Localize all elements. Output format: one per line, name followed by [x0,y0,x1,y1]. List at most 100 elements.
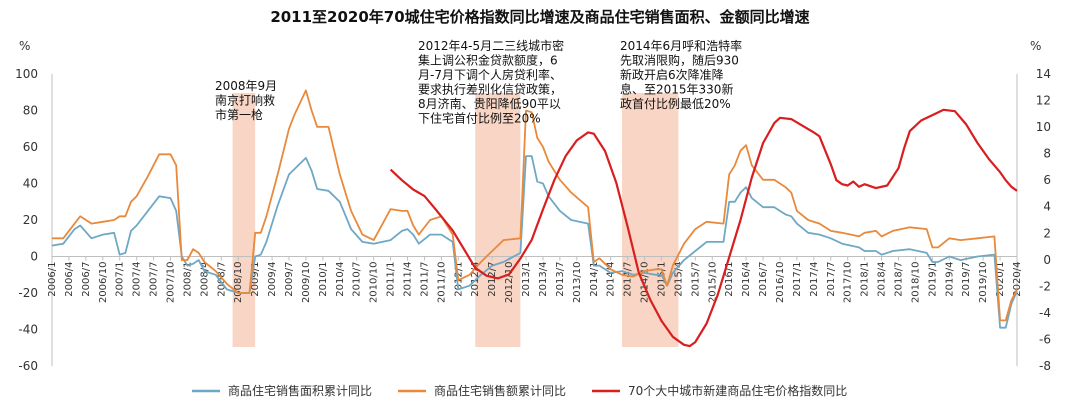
chart-title: 2011至2020年70城住宅价格指数同比增速及商品住宅销售面积、金额同比增速 [270,8,809,26]
annotation-1-line: 南京打响救 [215,93,275,108]
x-tick-label: 2006/7 [81,262,92,297]
x-tick-label: 2006/10 [98,262,109,304]
x-tick-label: 2018/10 [910,262,921,304]
right-tick-label: 4 [1043,200,1051,214]
annotation-3-line: 政首付比例最低20% [620,97,731,111]
left-tick-label: 40 [23,177,38,191]
legend: 商品住宅销售面积累计同比 商品住宅销售额累计同比 70个大中城市新建商品住宅价格指数… [192,383,847,398]
x-tick-label: 2013/7 [555,262,566,297]
x-tick-label: 2016/4 [741,262,752,297]
x-tick-label: 2018/7 [893,262,904,297]
annotation-2-line: 集上调公积金贷款额度，6 [418,53,558,68]
x-tick-label: 2007/10 [166,262,177,304]
x-tick-label: 2013/4 [538,262,549,297]
x-tick-label: 2009/4 [267,262,278,297]
x-tick-label: 2016/7 [758,262,769,297]
x-tick-label: 2017/4 [809,262,820,297]
x-tick-label: 2014/10 [640,262,651,304]
right-tick-label: -2 [1039,279,1051,293]
right-tick-label: -4 [1039,306,1051,320]
x-tick-label: 2018/1 [860,262,871,297]
shaded-period-1 [232,93,256,347]
right-tick-label: 10 [1036,120,1051,134]
annotation-3-line: 新政开启6次降准降 [620,67,724,82]
x-tick-label: 2010/10 [369,262,380,304]
x-tick-label: 2017/7 [826,262,837,297]
right-tick-label: -8 [1039,359,1051,373]
left-tick-label: -40 [18,323,38,337]
left-tick-label: 80 [23,104,38,118]
x-tick-label: 2019/7 [961,262,972,297]
annotation-2-line: 2012年4-5月二三线城市密 [418,38,564,53]
annotation-3-line: 2014年6月呼和浩特率 [620,38,742,53]
x-tick-label: 2009/7 [284,262,295,297]
right-tick-label: 6 [1043,173,1051,187]
x-tick-label: 2017/1 [792,262,803,297]
x-tick-label: 2020/4 [1012,262,1023,297]
x-tick-label: 2010/1 [318,262,329,297]
x-tick-label: 2008/1 [182,262,193,297]
right-tick-label: -6 [1039,332,1051,346]
annotation-2-line: 下住宅首付比例至20% [418,111,541,126]
x-tick-label: 2011/1 [386,262,397,297]
x-tick-label: 2011/4 [403,262,414,297]
x-tick-label: 2010/4 [335,262,346,297]
x-tick-label: 2012/10 [504,262,515,304]
x-tick-label: 2018/4 [877,262,888,297]
right-tick-label: 2 [1043,226,1051,240]
x-tick-label: 2012/7 [487,261,498,296]
x-tick-label: 2009/1 [250,262,261,297]
legend-label-2: 商品住宅销售额累计同比 [434,383,566,398]
x-tick-label: 2013/1 [521,262,532,297]
annotation-2-line: 8月济南、贵阳降低90平以 [418,96,561,111]
series-line-1 [51,155,1018,329]
x-tick-label: 2008/4 [199,262,210,297]
x-tick-label: 2015/1 [656,262,667,297]
x-tick-label: 2007/1 [115,262,126,297]
shaded-periods [232,93,679,347]
right-y-ticks: -8 -6 -4 -2 0 2 4 6 8 10 12 14 [1036,67,1051,373]
x-tick-label: 2015/4 [673,262,684,297]
right-axis-unit: % [1030,39,1041,53]
x-tick-label: 2006/1 [47,262,58,297]
x-tick-label: 2007/7 [149,262,160,297]
axes [51,74,1018,366]
legend-label-1: 商品住宅销售面积累计同比 [228,383,372,398]
left-axis-unit: % [19,39,30,53]
x-tick-label: 2019/10 [978,262,989,304]
x-tick-label: 2016/10 [775,262,786,304]
left-tick-label: 0 [30,250,38,264]
x-tick-label: 2019/4 [944,262,955,297]
x-tick-label: 2011/7 [419,262,430,297]
annotation-2-line: 要求执行差别化信贷政策， [418,83,562,97]
series-line-3 [389,108,1018,348]
right-tick-label: 0 [1043,253,1051,267]
x-tick-label: 2014/1 [589,262,600,297]
right-tick-label: 12 [1036,94,1051,108]
x-tick-label: 2020/1 [995,262,1006,297]
series-lines [51,89,1018,348]
shaded-period-3 [621,93,679,347]
x-tick-label: 2009/10 [301,262,312,304]
left-tick-label: -60 [18,359,38,373]
x-tick-label: 2013/10 [572,262,583,304]
annotation-1-line: 市第一枪 [215,107,263,122]
annotation-3-line: 先取消限购，随后930 [620,53,739,68]
right-tick-label: 8 [1043,147,1051,161]
x-tick-label: 2017/10 [843,262,854,304]
right-tick-label: 14 [1036,67,1051,81]
x-tick-label: 2016/1 [724,262,735,297]
annotation-1-line: 2008年9月 [215,79,277,93]
annotation-3-line: 息、至2015年330新 [620,82,733,97]
x-tick-label: 2007/4 [132,262,143,297]
series-line-2 [52,89,1018,322]
x-tick-label: 2014/7 [623,262,634,297]
x-tick-label: 2008/10 [233,262,244,304]
annotation-2-line: 月-7月下调个人房贷利率、 [418,67,562,82]
left-tick-label: 60 [23,140,38,154]
x-tick-label: 2015/10 [707,262,718,304]
x-tick-label: 2011/10 [436,262,447,304]
